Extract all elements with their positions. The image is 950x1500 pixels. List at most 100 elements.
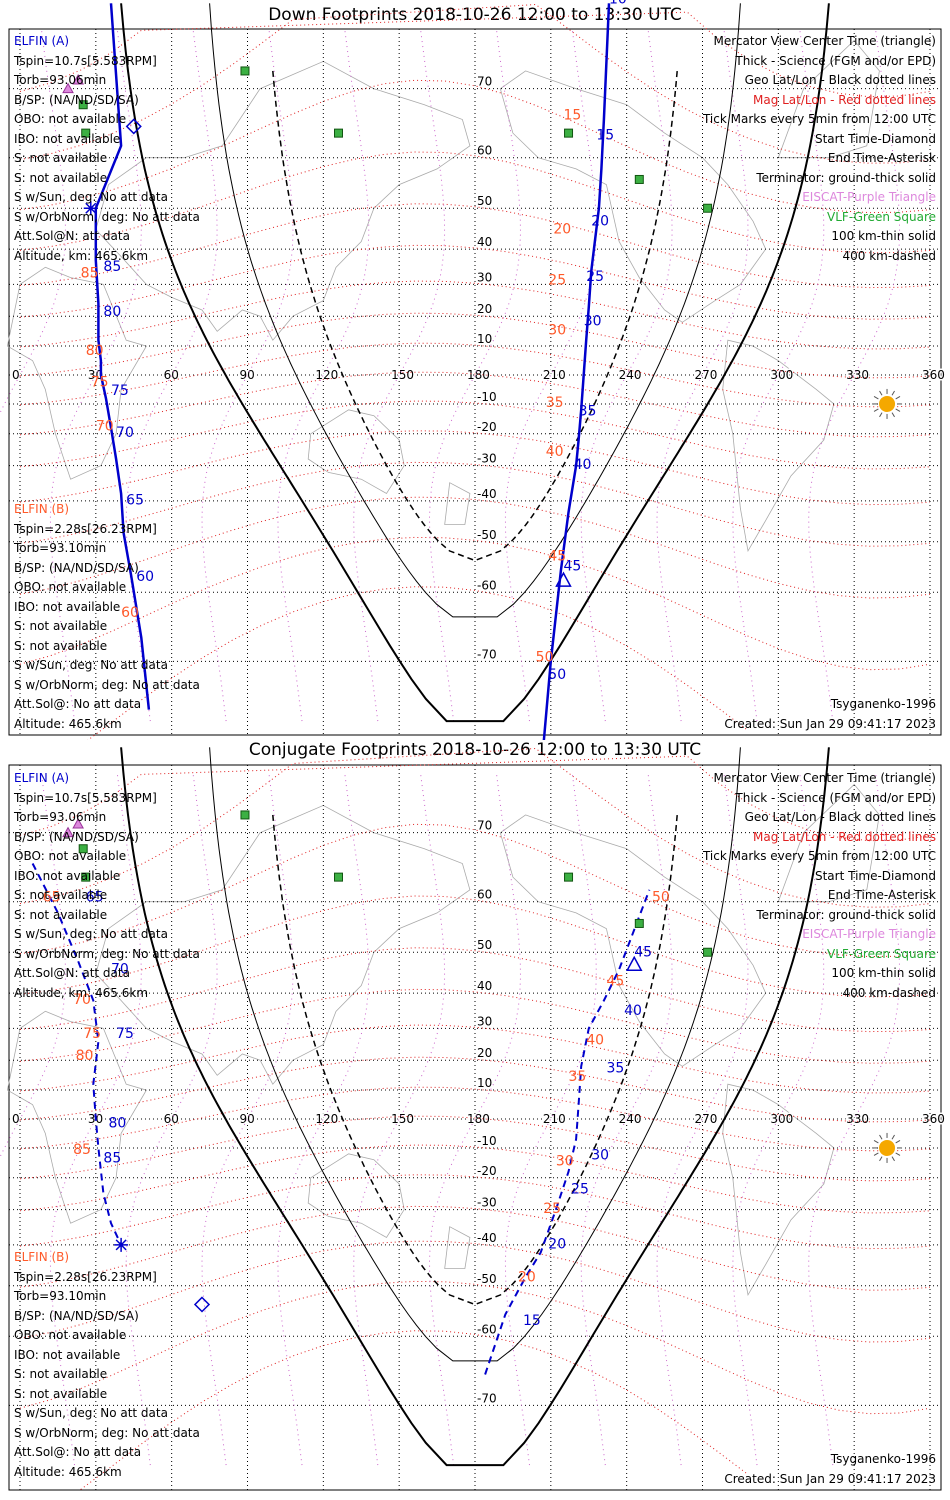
sun-ray: [891, 412, 895, 418]
mag-parallel: [19, 895, 931, 998]
mag-parallel: [19, 947, 931, 1033]
time-tick-label: 35: [579, 404, 597, 420]
continent-outline: [777, 39, 880, 159]
sun-ray: [873, 1152, 879, 1156]
legend: Mercator View Center Time (triangle) Thi…: [703, 769, 936, 1003]
lon-tick-label: 270: [695, 368, 718, 382]
mag-parallel: [19, 1240, 931, 1343]
lat-tick-label: -40: [477, 487, 497, 501]
lat-tick-label: -50: [477, 528, 497, 542]
sun-ray: [895, 1152, 901, 1156]
info-line: OBO: not available: [14, 112, 127, 126]
lat-tick-label: 70: [477, 819, 492, 833]
mag-meridian: [49, 28, 142, 722]
mag-meridian: [0, 772, 67, 1159]
info-line: S w/OrbNorm, deg: No att data: [14, 677, 200, 692]
eiscat-triangle: [72, 817, 84, 829]
continent-outline: [444, 482, 471, 525]
vlf-station-square: [564, 872, 574, 882]
time-tick-label: 70: [73, 992, 91, 1008]
terminator-100km: [209, 747, 741, 1362]
lat-tick-label: -10: [477, 390, 497, 404]
time-tick-label: 20: [518, 1269, 536, 1285]
legend-item: Tick Marks every 5min from 12:00 UTC: [702, 112, 936, 126]
time-tick-label: 20: [591, 213, 609, 229]
lon-tick-label: 60: [164, 368, 179, 382]
continent-outline: [722, 1083, 835, 1297]
sun-ray: [895, 396, 901, 400]
mag-parallel: [19, 496, 931, 599]
info-line: S: not available: [14, 619, 108, 633]
vlf-station-square: [78, 100, 88, 110]
time-tick-label: 25: [548, 272, 566, 288]
info-line: Altitude: 465.6km: [14, 716, 122, 731]
continent-outline: [6, 266, 148, 480]
elfin-a-label: ELFIN (A): [14, 771, 70, 785]
lon-tick-label: 270: [695, 1112, 718, 1126]
mag-parallel: [19, 244, 931, 320]
mag-parallel: [19, 1056, 931, 1123]
lon-tick-label: 300: [770, 368, 793, 382]
legend-item: 400 km-dashed: [842, 248, 936, 263]
mag-parallel: [19, 203, 931, 289]
vlf-station-square: [703, 203, 713, 213]
time-tick-label: 50: [536, 649, 554, 665]
legend-item: Geo Lat/Lon - Black dotted lines: [744, 810, 936, 824]
legend-item: VLF-Green Square: [827, 946, 936, 961]
time-tick-label: 65: [126, 493, 144, 509]
time-tick-label: 75: [116, 1026, 134, 1042]
lat-tick-label: -60: [477, 1322, 497, 1336]
mag-parallel: [19, 1174, 931, 1250]
legend-item: 400 km-dashed: [842, 985, 936, 1000]
mag-parallel: [19, 1115, 931, 1182]
info-line: IBO: not available: [14, 868, 121, 883]
lat-tick-label: 50: [477, 938, 492, 952]
lat-tick-label: 10: [477, 1076, 492, 1090]
legend-item: Mercator View Center Time (triangle): [713, 34, 936, 48]
info-line: Tspin=2.28s[26.23RPM]: [14, 1269, 157, 1284]
time-tick-label: 30: [556, 1154, 574, 1170]
mag-meridian: [201, 28, 294, 722]
mag-parallel: [19, 461, 931, 547]
lat-tick-label: -70: [477, 1391, 497, 1405]
legend-item: Terminator: ground-thick solid: [756, 907, 936, 922]
mag-parallel: [19, 430, 931, 506]
time-tick-label: 35: [606, 1060, 624, 1076]
info-line: B/SP: (NA/ND/SD/SA): [14, 1308, 139, 1323]
info-line: S w/OrbNorm, deg: No att data: [14, 209, 200, 224]
time-tick-label: 80: [86, 343, 104, 359]
time-tick-label: 30: [591, 1148, 609, 1164]
time-tick-label: 45: [548, 548, 566, 564]
time-tick-label: 65: [43, 890, 61, 906]
time-tick-label: 60: [121, 605, 139, 621]
vlf-station-square: [634, 918, 644, 928]
vlf-station-square: [334, 872, 343, 882]
lon-tick-label: 330: [846, 368, 869, 382]
time-tick-label: 70: [96, 419, 114, 435]
legend-item: Mercator View Center Time (triangle): [713, 771, 936, 785]
time-tick-label: 20: [553, 222, 571, 238]
time-tick-label: 70: [111, 962, 129, 978]
elfin-track: [484, 889, 651, 1375]
end-asterisk: [114, 1237, 129, 1252]
info-line: S: not available: [14, 1386, 108, 1401]
lon-tick-label: 240: [619, 1112, 642, 1126]
time-tick-label: 80: [103, 304, 121, 320]
elfin-a-info: ELFIN (A) Tspin=10.7s[5.583RPM] Torb=93.…: [14, 769, 200, 1003]
lon-tick-label: 150: [391, 1112, 414, 1126]
info-line: B/SP: (NA/ND/SD/SA): [14, 829, 139, 844]
mag-meridian: [353, 28, 446, 722]
sun-ray: [891, 1134, 895, 1140]
lat-tick-label: 10: [477, 332, 492, 346]
continent-outline: [722, 339, 835, 553]
time-tick-label: 35: [546, 395, 564, 411]
mag-meridian: [580, 28, 673, 722]
time-tick-label: 10: [609, 0, 627, 7]
model-label: Tsyganenko-1996: [830, 697, 936, 711]
mag-meridian: [0, 28, 67, 415]
time-tick-label: 40: [586, 1033, 604, 1049]
conjugate-footprints-chart: 70 60 50 40 30 20 10 -10 -20 -30 -40 -50 -60 -70 0 30 60…: [0, 747, 946, 1491]
mag-meridian: [732, 28, 825, 722]
legend-item: End Time-Asterisk: [827, 888, 936, 902]
sun-ray: [879, 1156, 883, 1162]
